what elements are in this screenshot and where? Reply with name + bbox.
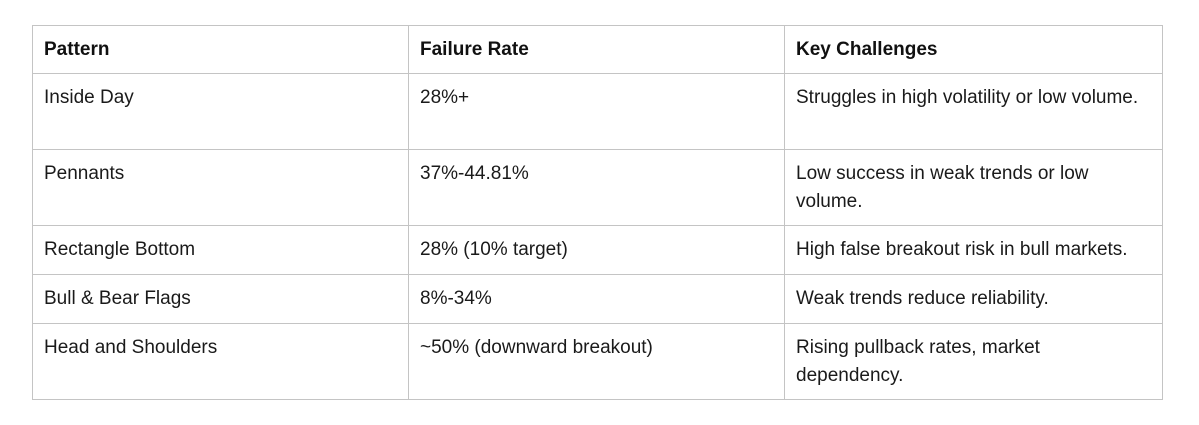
pattern-failure-table: Pattern Failure Rate Key Challenges Insi… (32, 25, 1163, 400)
header-failure-rate: Failure Rate (408, 25, 785, 74)
table-row: Inside Day 28%+ Struggles in high volati… (32, 73, 1163, 150)
cell-key-challenges: Weak trends reduce reliability. (784, 274, 1163, 324)
cell-pattern: Pennants (32, 149, 409, 226)
table-row: Pennants 37%-44.81% Low success in weak … (32, 149, 1163, 226)
cell-pattern: Inside Day (32, 73, 409, 150)
pattern-failure-table-container: Pattern Failure Rate Key Challenges Insi… (32, 25, 1163, 400)
header-key-challenges: Key Challenges (784, 25, 1163, 74)
cell-failure-rate: 28% (10% target) (408, 225, 785, 275)
table-row: Bull & Bear Flags 8%-34% Weak trends red… (32, 274, 1163, 324)
header-row: Pattern Failure Rate Key Challenges (32, 25, 1163, 74)
cell-key-challenges: Low success in weak trends or low volume… (784, 149, 1163, 226)
cell-key-challenges: Struggles in high volatility or low volu… (784, 73, 1163, 150)
cell-failure-rate: 37%-44.81% (408, 149, 785, 226)
table-header: Pattern Failure Rate Key Challenges (32, 25, 1163, 74)
cell-pattern: Bull & Bear Flags (32, 274, 409, 324)
cell-failure-rate: ~50% (downward breakout) (408, 323, 785, 400)
cell-failure-rate: 28%+ (408, 73, 785, 150)
table-row: Rectangle Bottom 28% (10% target) High f… (32, 225, 1163, 275)
header-pattern: Pattern (32, 25, 409, 74)
cell-key-challenges: High false breakout risk in bull markets… (784, 225, 1163, 275)
cell-pattern: Head and Shoulders (32, 323, 409, 400)
cell-pattern: Rectangle Bottom (32, 225, 409, 275)
cell-failure-rate: 8%-34% (408, 274, 785, 324)
table-row: Head and Shoulders ~50% (downward breako… (32, 323, 1163, 400)
cell-key-challenges: Rising pullback rates, market dependency… (784, 323, 1163, 400)
table-body: Inside Day 28%+ Struggles in high volati… (32, 73, 1163, 400)
